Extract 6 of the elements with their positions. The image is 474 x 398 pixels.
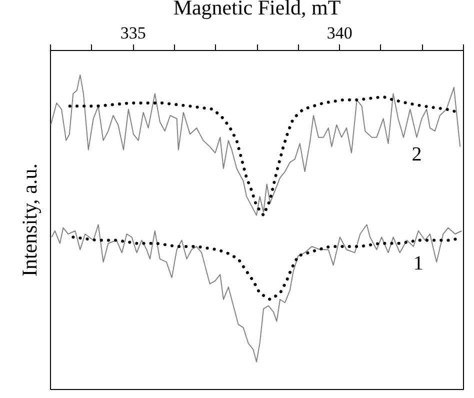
series-label: 1 bbox=[413, 252, 424, 274]
x-tick-label: 335 bbox=[120, 24, 146, 42]
series-label: 2 bbox=[412, 143, 422, 166]
x-tick-label: 340 bbox=[326, 24, 352, 42]
y-axis-title: Intensity, a.u. bbox=[18, 164, 42, 276]
x-axis-title: Magnetic Field, mT bbox=[173, 0, 341, 20]
